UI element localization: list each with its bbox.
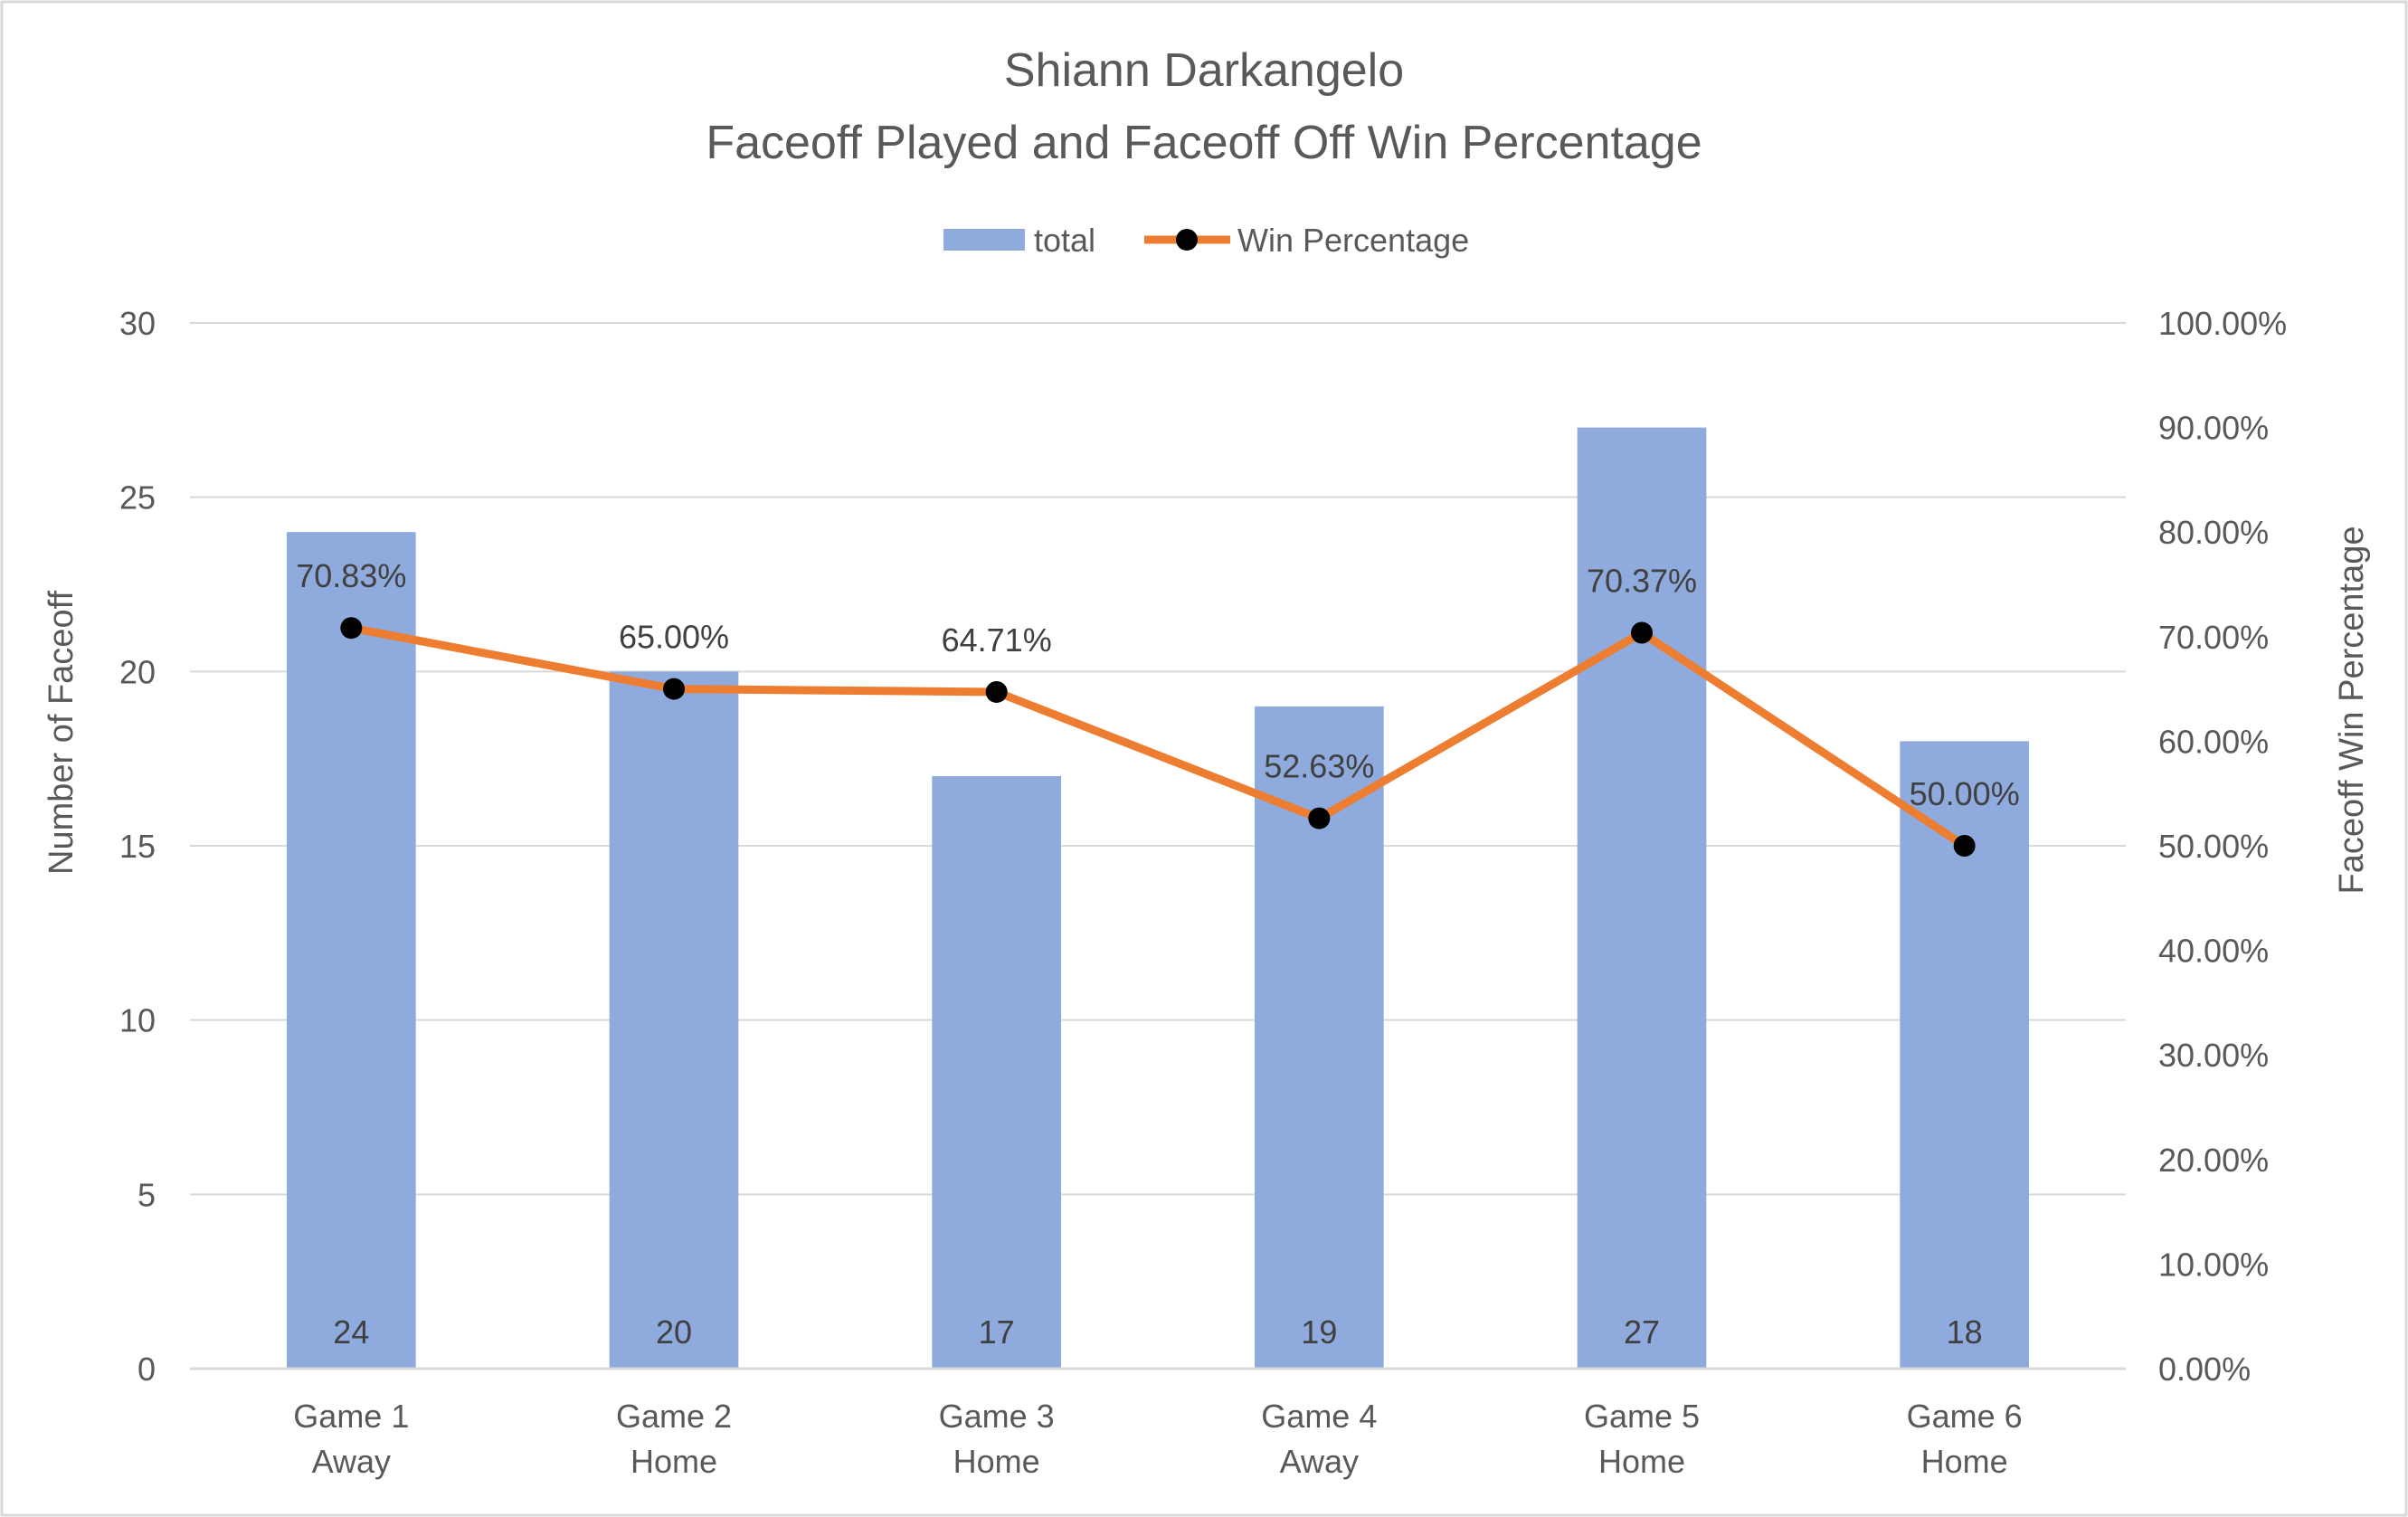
x-tick-label: Game 1 [293,1398,409,1435]
x-tick-label: Game 4 [1261,1398,1377,1435]
line-series-win-percentage [340,617,1976,857]
y-tick-label: 0 [137,1351,156,1388]
win-percentage-line [346,623,1969,850]
bar [932,775,1061,1369]
y2-tick-label: 40.00% [2158,933,2269,970]
legend-swatch-total [943,229,1025,251]
x-tick-label: Game 2 [616,1398,732,1435]
y2-tick-label: 30.00% [2158,1037,2269,1074]
bar [287,532,416,1369]
y2-tick-label: 0.00% [2158,1351,2251,1388]
bar-value-label: 19 [1301,1313,1337,1351]
y-tick-label: 10 [119,1002,156,1039]
y2-tick-label: 70.00% [2158,619,2269,656]
x-tick-label: Game 6 [1907,1398,2023,1435]
chart-title-line2: Faceoff Played and Faceoff Off Win Perce… [706,117,1702,169]
y-tick-label: 20 [119,653,156,690]
line-point [1308,807,1331,830]
x-tick-label: Home [630,1443,717,1480]
line-value-label: 50.00% [1910,775,2020,812]
y2-tick-label: 80.00% [2158,514,2269,551]
x-tick-label: Game 5 [1584,1398,1700,1435]
bar-value-label: 17 [979,1313,1015,1351]
line-value-label: 70.37% [1587,563,1697,600]
y-tick-label: 25 [119,479,156,517]
line-point [985,680,1008,703]
bar-value-label: 18 [1947,1313,1983,1351]
y-tick-label: 5 [137,1176,156,1213]
y2-tick-label: 20.00% [2158,1142,2269,1179]
bar [1255,706,1384,1369]
line-point [663,678,685,700]
y2-tick-label: 90.00% [2158,410,2269,447]
legend-label-win-percentage: Win Percentage [1237,222,1469,259]
bar-value-label: 20 [656,1313,692,1351]
y2-tick-label: 10.00% [2158,1246,2269,1283]
x-tick-label: Home [953,1443,1040,1480]
y-tick-label: 15 [119,828,156,865]
line-value-label: 70.83% [296,557,406,594]
data-labels: 24 20 17 19 27 18 70.83% 65.00% 64.71% 52.63% 70.3… [296,557,2019,1351]
x-tick-label: Away [312,1443,391,1480]
x-tick-label: Home [1598,1443,1685,1480]
gridlines [190,322,2126,1196]
x-tick-label: Game 3 [939,1398,1055,1435]
y2-axis-title: Faceoff Win Percentage [2333,526,2371,895]
bar-value-label: 24 [333,1313,369,1351]
y2-tick-label: 50.00% [2158,828,2269,865]
bar [609,671,739,1369]
x-tick-label: Away [1280,1443,1359,1480]
line-value-label: 64.71% [942,621,1052,659]
bar [1577,427,1707,1370]
bar-series-total [287,427,2029,1370]
line-point [340,617,363,640]
line-value-label: 52.63% [1264,748,1374,785]
bar-value-label: 27 [1624,1313,1660,1351]
y2-tick-label: 100.00% [2158,305,2287,342]
legend-marker-win-percentage [1176,229,1198,251]
chart-title-line1: Shiann Darkangelo [1004,44,1404,97]
y-tick-label: 30 [119,305,156,342]
axes: 0 5 10 15 20 25 30 0.00% 10.00% 20.00% 30.00% 40.00… [119,305,2287,1480]
line-value-label: 65.00% [619,619,729,656]
y-axis-title: Number of Faceoff [43,591,81,875]
line-point [1631,621,1653,644]
line-point [1953,835,1976,857]
legend-label-total: total [1034,222,1095,259]
x-tick-label: Home [1921,1443,2008,1480]
y2-tick-label: 60.00% [2158,723,2269,760]
legend: total Win Percentage [943,222,1469,259]
